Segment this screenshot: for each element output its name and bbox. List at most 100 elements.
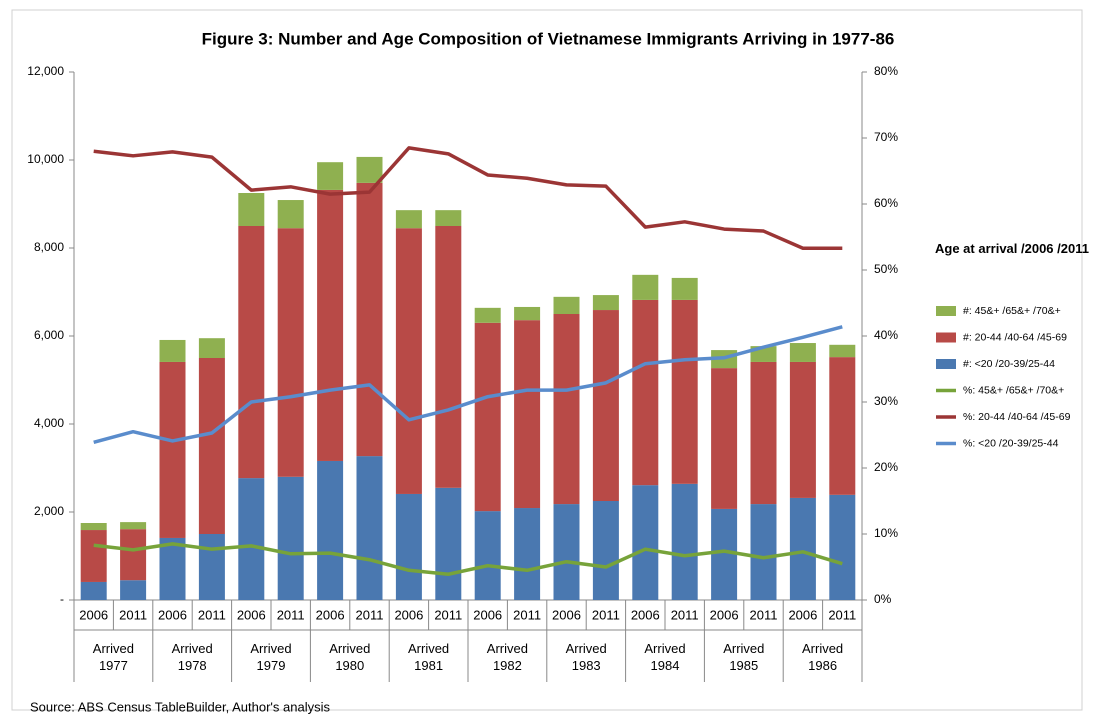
bar xyxy=(711,508,738,600)
bar xyxy=(317,460,344,600)
bar xyxy=(317,189,344,461)
x-tick-label: 2011 xyxy=(119,607,147,622)
x-tick-label: 2006 xyxy=(788,607,817,622)
bar xyxy=(277,476,304,600)
x-tick-label: 2006 xyxy=(237,607,266,622)
x-tick-label: 2006 xyxy=(710,607,739,622)
y-tick-label: 4,000 xyxy=(34,416,64,430)
legend-title: Age at arrival /2006 /2011 xyxy=(935,241,1089,256)
y2-tick-label: 80% xyxy=(874,64,898,78)
bar xyxy=(238,478,265,600)
bar xyxy=(592,501,619,600)
bar xyxy=(789,497,816,600)
legend-label: #: 45&+ /65&+ /70&+ xyxy=(963,305,1061,317)
group-label: Arrived 1979 xyxy=(250,641,292,673)
y2-tick-label: 70% xyxy=(874,130,898,144)
group-label: Arrived 1978 xyxy=(171,641,213,673)
chart-title: Figure 3: Number and Age Composition of … xyxy=(202,29,895,48)
source: Source: ABS Census TableBuilder, Author'… xyxy=(30,699,330,714)
bar xyxy=(277,200,304,229)
y-tick-label: 6,000 xyxy=(34,328,64,342)
legend-label: %: 45&+ /65&+ /70&+ xyxy=(963,384,1064,396)
y2-tick-label: 60% xyxy=(874,196,898,210)
x-tick-label: 2011 xyxy=(277,607,305,622)
x-tick-label: 2011 xyxy=(750,607,778,622)
x-tick-label: 2011 xyxy=(671,607,699,622)
bar xyxy=(514,306,541,321)
group-label: Arrived 1985 xyxy=(723,641,765,673)
bar xyxy=(553,504,580,600)
bar xyxy=(80,523,107,531)
legend-swatch xyxy=(936,332,956,343)
x-tick-label: 2006 xyxy=(394,607,423,622)
bar xyxy=(159,537,186,600)
bar xyxy=(553,314,580,505)
x-tick-label: 2011 xyxy=(356,607,384,622)
group-label: Arrived 1986 xyxy=(801,641,844,673)
bar xyxy=(238,193,265,226)
x-tick-label: 2011 xyxy=(513,607,541,622)
bar xyxy=(435,226,462,488)
x-tick-label: 2006 xyxy=(158,607,187,622)
y-tick-label: - xyxy=(60,592,64,606)
legend-label: %: 20-44 /40-64 /45-69 xyxy=(963,411,1071,423)
line xyxy=(93,146,843,250)
legend-label: %: <20 /20-39/25-44 xyxy=(963,437,1059,449)
bar xyxy=(474,322,501,512)
x-tick-label: 2006 xyxy=(552,607,581,622)
bar xyxy=(159,339,186,362)
bar xyxy=(711,368,738,509)
legend-label: #: <20 /20-39/25-44 xyxy=(963,358,1055,370)
bar xyxy=(789,343,816,362)
bar xyxy=(80,530,107,582)
bar xyxy=(592,310,619,501)
group-label: Arrived 1984 xyxy=(644,641,686,673)
x-tick-label: 2011 xyxy=(592,607,620,622)
bar xyxy=(553,296,580,314)
bar xyxy=(671,277,698,300)
bar xyxy=(514,508,541,600)
legend-label: #: 20-44 /40-64 /45-69 xyxy=(963,331,1067,343)
bar xyxy=(356,456,383,600)
legend-swatch xyxy=(936,359,956,369)
bar xyxy=(159,361,186,538)
bar xyxy=(356,156,383,183)
bar xyxy=(198,338,225,358)
y-tick-label: 8,000 xyxy=(34,240,64,254)
y2-tick-label: 0% xyxy=(874,592,892,606)
line xyxy=(93,325,843,444)
bar xyxy=(750,504,777,600)
bar xyxy=(514,320,541,509)
bar xyxy=(632,299,659,486)
bar xyxy=(829,357,856,495)
x-tick-label: 2011 xyxy=(434,607,462,622)
bar xyxy=(671,483,698,600)
bar xyxy=(80,581,107,600)
x-tick-label: 2006 xyxy=(631,607,660,622)
x-tick-label: 2006 xyxy=(79,607,108,622)
bar xyxy=(474,511,501,600)
group-label: Arrived 1982 xyxy=(486,641,528,673)
bar xyxy=(632,274,659,300)
frame xyxy=(11,9,1083,711)
bar xyxy=(120,522,147,530)
group-label: Arrived 1980 xyxy=(329,641,371,673)
y2-tick-label: 20% xyxy=(874,460,898,474)
bar xyxy=(277,228,304,477)
bar xyxy=(789,361,816,498)
x-tick-label: 2011 xyxy=(828,607,856,622)
bar xyxy=(750,361,777,505)
bar xyxy=(829,494,856,600)
bar xyxy=(474,307,501,323)
x-tick-label: 2006 xyxy=(316,607,345,622)
bar xyxy=(395,210,422,229)
y2-tick-label: 50% xyxy=(874,262,898,276)
x-tick-label: 2006 xyxy=(473,607,502,622)
bar xyxy=(435,210,462,226)
y-tick-label: 2,000 xyxy=(34,504,64,518)
y2-tick-label: 30% xyxy=(874,394,898,408)
line xyxy=(93,542,843,577)
y2-tick-label: 40% xyxy=(874,328,898,342)
